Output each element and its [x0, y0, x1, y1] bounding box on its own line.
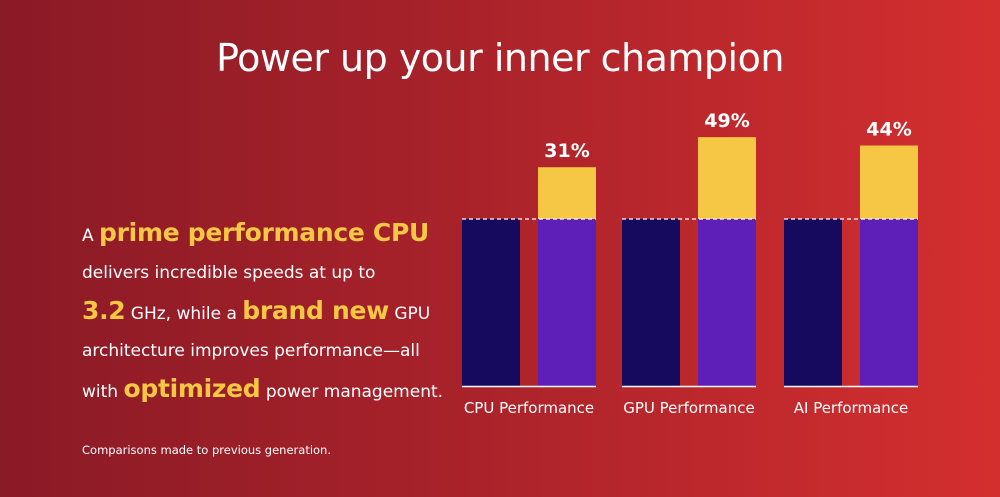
bar-new-1: [698, 219, 756, 386]
page-title: Power up your inner champion: [216, 36, 784, 80]
bar-previous-2: [784, 219, 842, 386]
footnote: Comparisons made to previous generation.: [82, 443, 332, 457]
copy-text-3: GHz, while a: [130, 304, 237, 324]
bar-gain-1: [698, 137, 756, 219]
copy-text-5: power management.: [265, 382, 444, 402]
data-label-1: 49%: [704, 110, 749, 132]
bar-previous-1: [622, 219, 680, 386]
highlight-optimized: optimized: [123, 374, 261, 403]
category-label-1: GPU Performance: [623, 399, 754, 417]
category-label-2: AI Performance: [794, 399, 909, 417]
highlight-prime-performance-cpu: prime performance CPU: [99, 218, 429, 247]
data-label-2: 44%: [866, 119, 911, 141]
copy-text-4: GPU architecture improves performance—al…: [82, 304, 431, 402]
copy-text-2: delivers incredible speeds at up to: [82, 263, 376, 283]
highlight-brand-new: brand new: [242, 296, 389, 325]
highlight-clock-speed: 3.2: [82, 296, 126, 325]
bar-previous-0: [462, 219, 520, 386]
copy-text-1: A: [82, 226, 94, 246]
bar-new-0: [538, 219, 596, 386]
bar-new-2: [860, 219, 918, 386]
bar-gain-0: [538, 167, 596, 219]
category-label-0: CPU Performance: [464, 399, 594, 417]
bar-gain-2: [860, 145, 918, 219]
data-label-0: 31%: [544, 140, 589, 162]
description-text: A prime performance CPU delivers incredi…: [82, 214, 452, 411]
